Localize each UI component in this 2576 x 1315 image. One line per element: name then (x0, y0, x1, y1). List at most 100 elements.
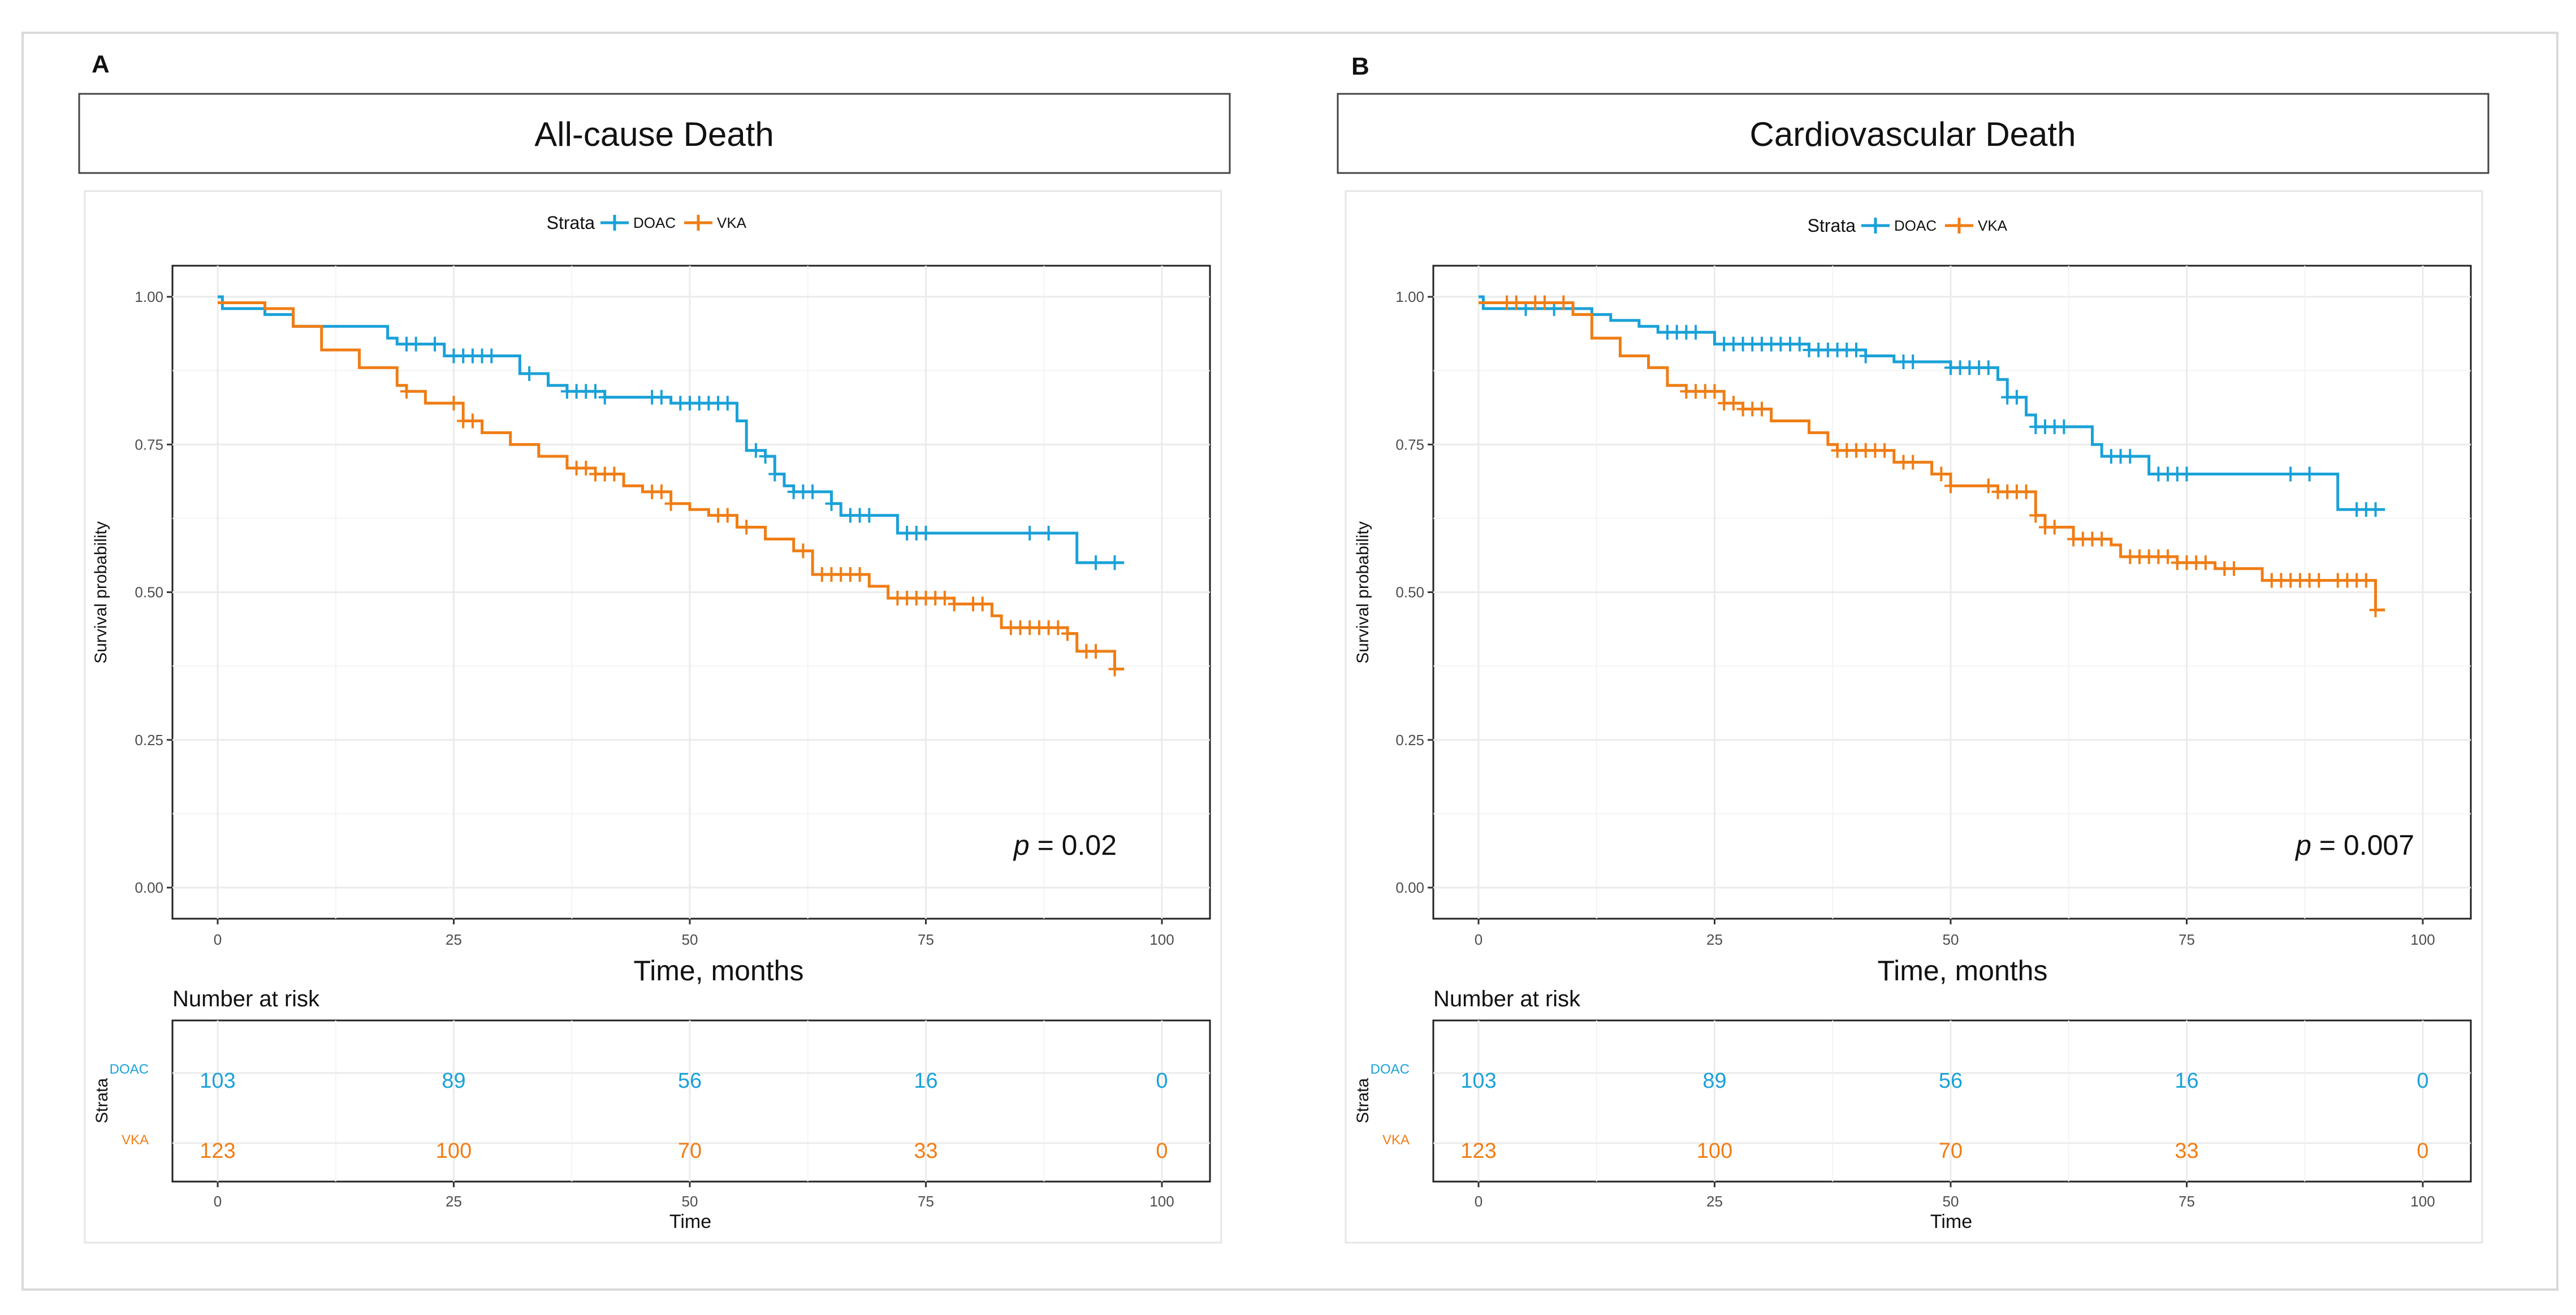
panel-b-risk-row-vka: VKA (1382, 1132, 1410, 1148)
panel-b-legend: Strata DOAC VKA (1808, 215, 2008, 236)
censor-mark-doac (863, 508, 876, 523)
legend-title: Strata (547, 213, 595, 233)
panel-a-ticks: 0 25 50 75 100 0.00 0.25 0.50 0.75 1.00 (135, 288, 1174, 948)
x-tick-label: 75 (918, 931, 934, 948)
legend-label-vka: VKA (717, 214, 747, 231)
censor-mark-doac (1023, 526, 1036, 540)
panel-a-title-box (78, 93, 1231, 174)
censor-mark-doac (919, 526, 932, 540)
censor-mark-doac (655, 390, 668, 405)
legend-label-doac: DOAC (633, 214, 676, 231)
censor-mark-vka (1061, 626, 1074, 641)
legend-key-vka (684, 215, 712, 231)
censor-mark-vka (1727, 396, 1740, 411)
censor-mark-vka (948, 596, 961, 612)
censor-mark-vka (1756, 401, 1768, 417)
panel-a-risk-table (171, 1019, 1211, 1183)
x-tick-label: 0 (214, 931, 222, 948)
panel-a-risk-gridlines: 0 25 50 75 100 (172, 1020, 1210, 1210)
y-tick-label: 0.75 (1395, 436, 1424, 453)
censor-mark-doac (1108, 555, 1121, 570)
censor-mark-vka (2029, 508, 2042, 523)
censor-mark-doac (523, 366, 536, 381)
risk-value-vka: 70 (678, 1139, 702, 1163)
panel-a-p-value: p = 0.02 (1013, 829, 1117, 861)
censor-mark-vka (1907, 455, 1920, 470)
panel-b-y-axis-label: Survival probability (1354, 521, 1372, 664)
legend-title: Strata (1808, 215, 1856, 236)
x-tick-label: 25 (1706, 931, 1723, 948)
x-tick-label: 25 (446, 931, 462, 948)
censor-mark-vka (580, 461, 593, 476)
legend-key-doac (1861, 218, 1890, 233)
censor-mark-doac (2180, 466, 2193, 482)
censor-mark-doac (749, 443, 762, 458)
risk-value-vka: 100 (436, 1139, 472, 1163)
risk-value-doac: 16 (2175, 1069, 2198, 1093)
censor-mark-doac (2303, 466, 2316, 482)
panel-b-risk-gridlines: 0 25 50 75 100 (1433, 1020, 2471, 1210)
censor-mark-vka (938, 590, 951, 605)
censor-mark-doac (2058, 419, 2071, 434)
risk-x-tick-label: 100 (2410, 1193, 2435, 1210)
censor-mark-vka (1982, 478, 1995, 494)
censor-mark-vka (2048, 520, 2061, 535)
y-tick-label: 0.50 (1395, 584, 1424, 601)
panel-b-plot-frame (1345, 190, 2483, 1244)
censor-mark-vka (664, 496, 677, 511)
risk-value-doac: 0 (2417, 1069, 2428, 1093)
panel-a-risk-x-label: Time (669, 1211, 711, 1232)
y-tick-label: 0.00 (135, 879, 163, 896)
risk-value-vka: 33 (2175, 1139, 2198, 1163)
censor-mark-vka (1108, 661, 1121, 677)
panel-b-gridlines (1433, 266, 2471, 919)
risk-value-doac: 0 (1156, 1069, 1168, 1093)
risk-value-doac: 56 (1939, 1069, 1963, 1093)
panel-a-x-axis-label: Time, months (633, 955, 803, 987)
censor-mark-doac (825, 496, 838, 511)
survival-curve-doac (1479, 295, 2385, 511)
risk-value-doac: 89 (442, 1069, 465, 1093)
risk-value-vka: 0 (1156, 1139, 1168, 1163)
x-tick-label: 50 (682, 931, 698, 948)
censor-mark-vka (1935, 466, 1948, 482)
censor-mark-vka (608, 466, 621, 482)
panel-a-risk-row-vka: VKA (122, 1132, 149, 1148)
panel-b-x-axis-label: Time, months (1877, 955, 2047, 987)
risk-value-vka: 123 (1460, 1139, 1496, 1163)
censor-mark-doac (2369, 502, 2382, 517)
risk-value-doac: 16 (914, 1069, 937, 1093)
risk-value-doac: 103 (200, 1069, 235, 1093)
censor-mark-doac (1042, 526, 1055, 540)
panel-b-risk-title: Number at risk (1433, 987, 1581, 1011)
legend-label-doac: DOAC (1894, 217, 1937, 234)
y-tick-label: 1.00 (135, 288, 163, 305)
panel-a-legend: Strata DOAC VKA (547, 213, 747, 233)
panel-a-y-axis-label: Survival probability (92, 521, 110, 664)
panel-b-risk-table (1432, 1019, 2472, 1183)
panel-b-risk-x-label: Time (1930, 1211, 1972, 1232)
risk-value-vka: 70 (1939, 1139, 1963, 1163)
legend-label-vka: VKA (1978, 217, 2008, 234)
panel-a-title: All-cause Death (534, 115, 774, 153)
panel-b-series (1479, 295, 2385, 617)
censor-mark-vka (797, 543, 810, 559)
p-value-text: = 0.02 (1030, 829, 1117, 861)
y-tick-label: 1.00 (1395, 288, 1424, 305)
censor-mark-vka (2359, 573, 2372, 588)
censor-mark-vka (740, 520, 753, 535)
censor-mark-vka (2095, 531, 2108, 547)
risk-x-tick-label: 50 (1943, 1193, 1959, 1210)
y-tick-label: 0.00 (1395, 879, 1424, 896)
panel-a-risk-values: 103 89 56 16 0 123 100 70 33 0 (200, 1069, 1168, 1163)
x-tick-label: 75 (2179, 931, 2195, 948)
censor-mark-vka (1052, 620, 1065, 635)
panel-b-risk-values: 103 89 56 16 0 123 100 70 33 0 (1460, 1069, 2428, 1163)
censor-mark-vka (1878, 443, 1891, 458)
y-tick-label: 0.25 (1395, 732, 1424, 749)
censor-mark-doac (759, 449, 772, 464)
censor-mark-doac (2010, 390, 2023, 405)
censor-mark-vka (2228, 561, 2240, 576)
censor-mark-doac (598, 390, 611, 405)
